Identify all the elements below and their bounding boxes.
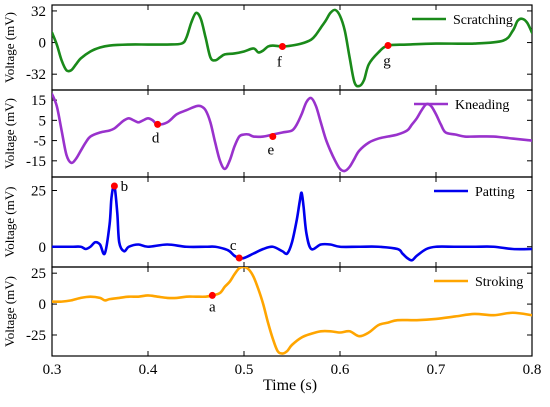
x-axis-label: Time (s) [263, 377, 317, 394]
panel-4-frame [51, 266, 533, 357]
marker-point-f [278, 43, 286, 51]
marker-label-f: f [277, 55, 282, 71]
legend-label: Kneading [455, 98, 509, 113]
x-tick-label: 0.7 [427, 362, 446, 378]
y-tick-label: 0 [39, 297, 47, 313]
y-tick-label: 0 [39, 240, 47, 256]
marker-point-b [110, 182, 118, 190]
y-axis-label: Voltage (mV) [2, 276, 17, 347]
marker-point-g [384, 42, 392, 50]
y-axis-label: Voltage (mV) [2, 98, 17, 169]
legend-label: Stroking [475, 275, 523, 290]
y-tick-label: 15 [31, 93, 46, 109]
y-tick-label: -5 [34, 134, 47, 150]
legend-label: Patting [475, 185, 515, 200]
y-tick-label: 25 [31, 266, 46, 282]
x-tick-label: 0.6 [331, 362, 350, 378]
series-line-scratching [52, 8, 532, 88]
marker-point-a [208, 291, 216, 299]
marker-point-d [154, 120, 162, 128]
marker-label-b: b [121, 179, 129, 195]
marker-label-d: d [152, 130, 160, 146]
marker-label-g: g [383, 54, 391, 70]
y-tick-label: -25 [26, 328, 46, 344]
marker-label-a: a [209, 299, 216, 315]
marker-label-e: e [267, 143, 274, 159]
y-axis-label: Voltage (mV) [2, 187, 17, 258]
x-tick-label: 0.5 [235, 362, 254, 378]
marker-point-c [235, 254, 243, 262]
y-tick-label: 32 [31, 4, 46, 20]
x-tick-label: 0.3 [43, 362, 62, 378]
y-tick-label: -32 [26, 67, 46, 83]
x-tick-label: 0.4 [139, 362, 158, 378]
y-tick-label: 5 [39, 113, 47, 129]
y-tick-label: 25 [31, 184, 46, 200]
marker-label-c: c [230, 238, 237, 254]
y-tick-label: 0 [39, 36, 47, 52]
legend-label: Scratching [453, 13, 513, 28]
y-axis-label: Voltage (mV) [2, 12, 17, 83]
series-line-kneading [52, 92, 532, 173]
y-tick-label: -15 [26, 154, 46, 170]
x-tick-label: 0.8 [523, 362, 542, 378]
series-line-stroking [52, 267, 532, 355]
marker-point-e [269, 133, 277, 141]
series-line-patting [52, 184, 532, 262]
